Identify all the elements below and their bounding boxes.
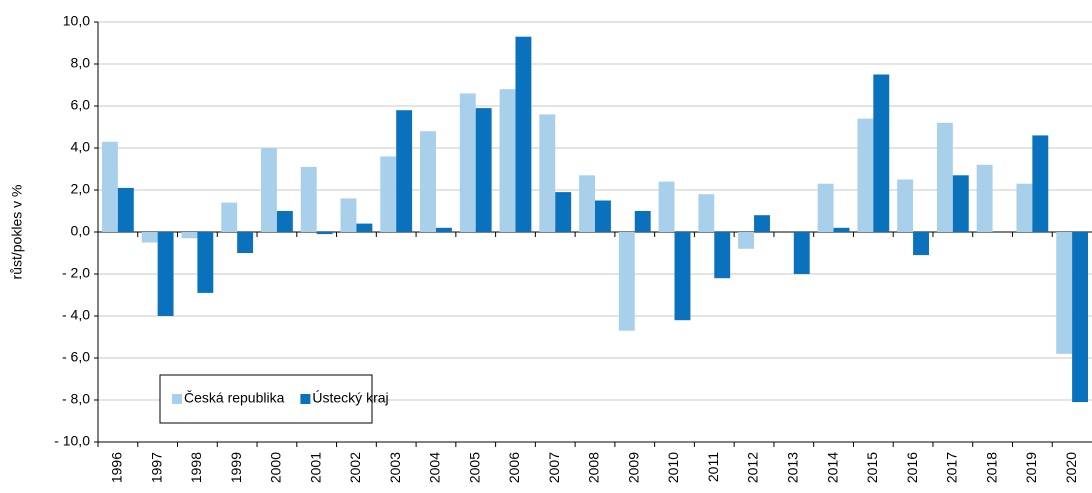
bar	[595, 200, 611, 232]
x-tick-label: 2014	[824, 452, 840, 483]
bar	[141, 232, 158, 243]
bar	[276, 211, 293, 232]
x-tick-label: 2010	[665, 452, 681, 483]
legend-swatch	[172, 394, 182, 404]
bar	[396, 110, 413, 232]
x-tick-label: 2006	[506, 452, 522, 483]
x-tick-label: 1999	[228, 452, 244, 483]
y-tick-label: - 4,0	[62, 307, 90, 323]
x-tick-label: 1996	[109, 452, 125, 483]
y-tick-label: - 6,0	[62, 349, 90, 365]
x-tick-label: 2013	[785, 452, 801, 483]
y-tick-label: 6,0	[71, 97, 91, 113]
x-tick-label: 2011	[705, 452, 721, 482]
bar	[117, 187, 134, 232]
bar	[618, 232, 635, 331]
x-tick-label: 2007	[546, 452, 562, 483]
x-tick-label: 2000	[268, 452, 284, 483]
bar	[1016, 183, 1033, 232]
bar	[913, 232, 929, 256]
bar	[714, 232, 731, 279]
bar	[976, 164, 993, 232]
x-tick-label: 2008	[586, 452, 602, 483]
bar	[873, 74, 890, 232]
legend-label: Ústecký kraj	[312, 390, 388, 406]
bar	[738, 232, 755, 249]
bar	[634, 211, 651, 232]
bar	[499, 89, 516, 232]
bar	[237, 232, 254, 253]
bar	[300, 166, 317, 232]
x-tick-label: 2001	[307, 452, 323, 483]
bar	[356, 223, 373, 232]
y-axis-label: růst/pokles v %	[9, 185, 25, 280]
x-tick-label: 2016	[904, 452, 920, 483]
bar	[817, 183, 834, 232]
x-tick-label: 2005	[466, 452, 482, 483]
x-tick-label: 2017	[944, 452, 960, 483]
legend-swatch	[300, 394, 311, 404]
x-tick-label: 2012	[745, 452, 761, 483]
y-tick-label: - 8,0	[62, 391, 90, 407]
bar	[674, 232, 691, 321]
y-tick-label: - 2,0	[62, 265, 90, 281]
bar	[897, 179, 914, 232]
bar	[754, 215, 770, 232]
bar	[340, 198, 357, 232]
bar	[698, 194, 715, 232]
y-tick-label: - 10,0	[54, 433, 90, 449]
bar	[316, 232, 333, 235]
bar	[459, 93, 476, 233]
bar	[221, 202, 238, 232]
bar	[1072, 232, 1089, 403]
bar	[261, 148, 277, 232]
x-tick-label: 2020	[1063, 452, 1079, 483]
bar	[833, 227, 850, 232]
y-tick-label: 10,0	[63, 13, 90, 29]
y-tick-label: 0,0	[71, 223, 91, 239]
bar	[1032, 135, 1049, 232]
bar	[555, 192, 572, 232]
y-tick-label: 4,0	[71, 139, 91, 155]
x-tick-label: 2018	[983, 452, 999, 483]
bar	[435, 227, 452, 232]
x-tick-label: 2015	[864, 452, 880, 483]
x-tick-label: 2004	[427, 452, 443, 483]
x-tick-label: 1997	[148, 452, 164, 483]
bar	[579, 175, 595, 232]
bar	[857, 118, 874, 232]
bar	[515, 36, 532, 233]
legend-box	[159, 374, 373, 424]
bar	[101, 141, 118, 232]
bar	[475, 108, 492, 232]
x-tick-label: 2003	[387, 452, 403, 483]
bar	[181, 232, 198, 239]
bar	[420, 131, 436, 232]
x-tick-label: 2019	[1023, 452, 1039, 483]
bar	[157, 232, 174, 316]
legend-label: Česká republika	[184, 390, 285, 406]
bar	[952, 175, 969, 232]
x-tick-label: 1998	[188, 452, 204, 483]
y-tick-label: 2,0	[71, 181, 91, 197]
bar	[1056, 232, 1073, 354]
y-tick-label: 8,0	[71, 55, 91, 71]
x-tick-label: 2002	[347, 452, 363, 483]
bar	[793, 232, 810, 274]
x-tick-label: 2009	[625, 452, 641, 483]
bar	[936, 122, 953, 232]
bar	[539, 114, 556, 232]
bar	[658, 181, 675, 232]
bar	[197, 232, 214, 293]
bar	[380, 156, 397, 232]
